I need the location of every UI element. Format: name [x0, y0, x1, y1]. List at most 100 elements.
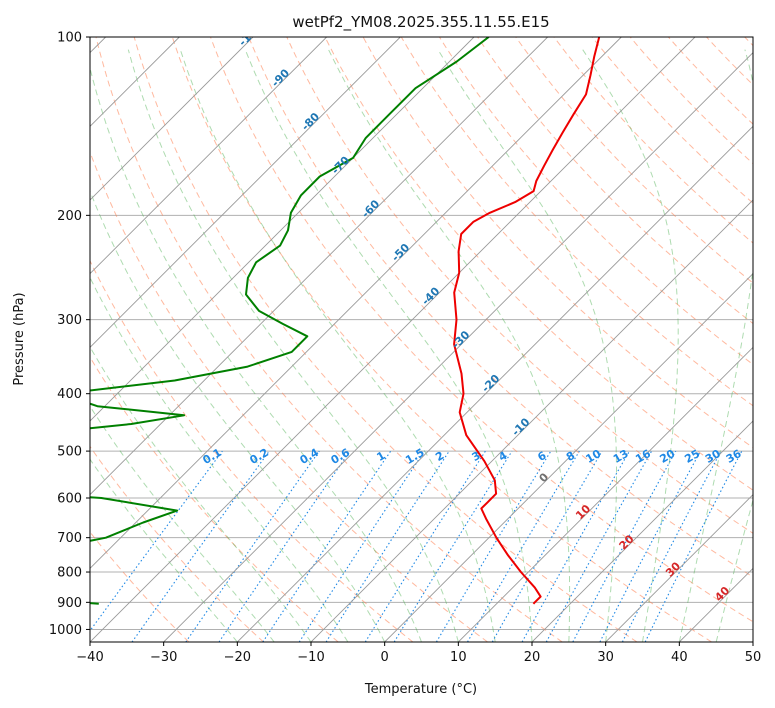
skewed-isotherm [90, 37, 696, 642]
skewed-isotherm [679, 567, 753, 642]
mixing-ratio-line [393, 450, 513, 642]
dry-adiabat [171, 37, 712, 642]
mixing-ratio-label: 36 [724, 447, 744, 466]
dry-adiabat [477, 37, 753, 325]
y-tick-label: 800 [57, 566, 82, 581]
dry-adiabat [668, 37, 753, 125]
mixing-ratio-label: 0.4 [298, 446, 322, 467]
y-axis-label: Pressure (hPa) [12, 292, 27, 385]
skewed-isotherms [90, 37, 753, 642]
dry-adiabat [629, 37, 753, 165]
dry-adiabat [133, 37, 638, 642]
isotherm-label: -60 [359, 197, 382, 220]
mixing-ratio-label: 0.1 [200, 446, 223, 467]
mixing-ratio-lines [90, 450, 743, 642]
moist-adiabat [127, 49, 459, 642]
moist-adiabat-label: 30 [663, 559, 683, 579]
skewed-isotherm [90, 37, 327, 275]
y-tick-label: 200 [57, 209, 82, 224]
dry-adiabat [591, 37, 753, 204]
isotherm-label: -10 [509, 415, 532, 438]
mixing-ratio-line [325, 450, 450, 642]
dry-adiabat [324, 37, 753, 491]
dewpoint-profile-line [90, 37, 490, 605]
moist-adiabat [328, 49, 571, 642]
moist-adiabats [90, 49, 753, 642]
y-axis-ticks: 100 200 300 400 500 600 700 800 900 1000 [49, 31, 90, 638]
plot-frame [89, 36, 754, 643]
y-tick-label: 1000 [49, 623, 82, 638]
x-tick-label: 40 [671, 650, 688, 665]
dry-adiabat [553, 37, 753, 244]
mixing-ratio-line [521, 450, 630, 642]
mixing-ratio-line [599, 450, 701, 642]
skewed-isotherm [458, 346, 753, 642]
plot-area: 0.1 0.2 0.4 0.6 1 1.5 2 3 4 6 8 10 13 16 20 25 30 36-100-… [90, 20, 753, 642]
x-axis-ticks: −40 −30 −20 −10 0 10 20 30 40 50 [76, 642, 761, 665]
x-tick-label: 30 [597, 650, 614, 665]
x-tick-label: −10 [297, 650, 324, 665]
moist-adiabat [90, 345, 312, 642]
moist-adiabat [179, 49, 496, 642]
y-tick-label: 300 [57, 313, 82, 328]
x-tick-label: −20 [224, 650, 251, 665]
skewed-isotherm [531, 420, 753, 642]
dry-adiabat [90, 259, 414, 642]
y-tick-label: 700 [57, 531, 82, 546]
skewed-isotherm [237, 125, 753, 642]
dry-adiabat [210, 37, 753, 623]
mixing-ratio-line [262, 450, 392, 642]
chart-title: wetPf2_YM08.2025.355.11.55.E15 [292, 13, 549, 32]
mixing-ratio-label: 13 [611, 447, 631, 466]
skewed-isotherm [90, 37, 622, 569]
y-tick-label: 600 [57, 492, 82, 507]
dry-adiabat [706, 37, 753, 86]
isotherm-label: -90 [269, 66, 292, 89]
moist-adiabat-label: 20 [617, 532, 637, 552]
mixing-ratio-line [90, 450, 223, 632]
moist-adiabat [90, 405, 275, 642]
isotherm-label: -20 [479, 372, 502, 395]
dry-adiabats [90, 37, 753, 642]
mixing-ratio-line [491, 450, 603, 642]
moist-adiabat [90, 458, 238, 642]
x-tick-label: 10 [450, 650, 467, 665]
x-tick-label: 0 [381, 650, 389, 665]
y-tick-label: 900 [57, 596, 82, 611]
moist-adiabat-label: 40 [712, 584, 732, 604]
isotherm-label: -40 [419, 284, 442, 307]
mixing-ratio-line [572, 450, 677, 642]
dry-adiabat [95, 37, 563, 642]
mixing-ratio-line [185, 450, 320, 642]
dry-adiabat [90, 445, 264, 642]
dry-adiabat [90, 356, 339, 642]
mixing-ratio-label: 25 [682, 447, 702, 466]
moist-adiabat [244, 49, 533, 642]
skewed-isotherm [752, 641, 753, 642]
mixing-ratio-label: 0.6 [329, 446, 353, 467]
x-axis-label: Temperature (°C) [364, 682, 477, 697]
skewed-isotherm [90, 37, 401, 348]
x-tick-label: 50 [745, 650, 762, 665]
mixing-ratio-line [298, 450, 425, 642]
skewed-isotherm [90, 37, 548, 496]
dry-adiabat [515, 37, 753, 284]
x-tick-label: −40 [76, 650, 103, 665]
x-tick-label: 20 [524, 650, 541, 665]
moist-adiabat [715, 498, 753, 642]
isotherm-label: -80 [299, 110, 322, 133]
skewed-isotherm [163, 52, 753, 642]
mixing-ratio-label: 30 [703, 447, 723, 466]
dry-adiabat [248, 37, 753, 578]
mixing-ratio-line [467, 450, 580, 642]
y-tick-label: 400 [57, 387, 82, 402]
mixing-ratio-line [218, 450, 351, 642]
dry-adiabat [90, 531, 190, 642]
mixing-ratio-label: 10 [584, 447, 604, 466]
moist-adiabat [437, 49, 617, 642]
mixing-ratio-line [435, 450, 552, 642]
temperature-profile-line [453, 37, 601, 605]
isotherm-label: -100 [236, 20, 265, 49]
skewed-isotherm [384, 273, 753, 642]
moist-adiabat [90, 276, 349, 642]
